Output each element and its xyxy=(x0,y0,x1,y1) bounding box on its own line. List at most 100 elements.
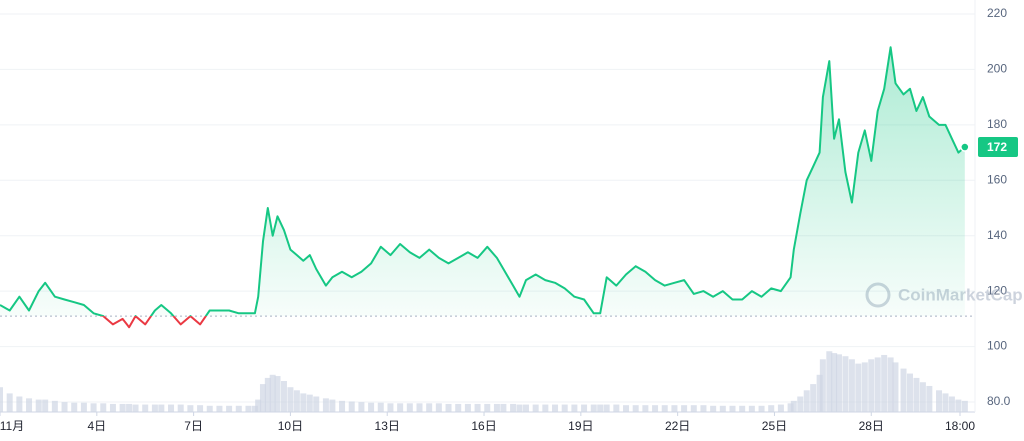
volume-bar xyxy=(826,351,833,412)
volume-bar xyxy=(206,405,213,412)
volume-bar xyxy=(613,404,620,412)
volume-bar xyxy=(0,387,3,412)
price-badge xyxy=(978,137,1018,158)
volume-bar xyxy=(590,404,597,412)
y-tick-label: 140 xyxy=(987,228,1007,242)
volume-bar xyxy=(6,393,13,412)
volume-bar xyxy=(259,384,266,412)
volume-bar xyxy=(661,405,668,412)
volume-bar xyxy=(216,405,223,412)
volume-bar xyxy=(842,356,849,412)
volume-bar xyxy=(861,362,868,412)
x-tick-label: 7日 xyxy=(184,419,203,433)
price-badge-label: 172 xyxy=(987,140,1007,154)
volume-bar xyxy=(368,402,375,412)
volume-bar xyxy=(739,405,746,412)
volume-bar xyxy=(787,403,794,412)
volume-bar xyxy=(377,402,384,412)
volume-bar xyxy=(197,405,204,412)
volume-bar xyxy=(187,405,194,412)
volume-bar xyxy=(936,390,943,412)
volume-bar xyxy=(819,359,826,412)
y-tick-label: 80.0 xyxy=(987,394,1011,408)
volume-bar xyxy=(132,404,139,412)
volume-bar xyxy=(874,357,881,412)
volume-bar xyxy=(255,399,262,412)
volume-bar xyxy=(719,405,726,412)
x-tick-label: 25日 xyxy=(762,419,787,433)
volume-bar xyxy=(510,403,517,412)
volume-bar xyxy=(80,402,87,412)
volume-bar xyxy=(26,398,33,412)
volume-bar xyxy=(522,404,529,412)
volume-bar xyxy=(300,393,307,412)
x-tick-label: 4日 xyxy=(87,419,106,433)
volume-bar xyxy=(42,399,49,412)
volume-bar xyxy=(748,405,755,412)
volume-bar xyxy=(552,404,559,412)
y-tick-label: 200 xyxy=(987,62,1007,76)
volume-bar xyxy=(493,403,500,412)
volume-bar xyxy=(671,405,678,412)
volume-bar xyxy=(777,404,784,412)
volume-bar xyxy=(597,404,604,412)
volume-bar xyxy=(445,403,452,412)
volume-bar xyxy=(313,396,320,412)
price-line xyxy=(0,46,966,317)
volume-bar xyxy=(51,400,58,412)
volume-bar xyxy=(790,400,797,412)
volume-bar xyxy=(632,405,639,412)
volume-bar xyxy=(287,387,294,412)
volume-bar xyxy=(810,384,817,412)
volume-bar xyxy=(571,404,578,412)
volume-bar xyxy=(681,405,688,412)
volume-bar xyxy=(235,405,242,412)
y-tick-label: 220 xyxy=(987,6,1007,20)
volume-bar xyxy=(961,400,968,412)
volume-bar xyxy=(919,382,926,412)
volume-bar xyxy=(926,385,933,412)
volume-bar xyxy=(397,403,404,412)
volume-bar xyxy=(848,359,855,412)
y-tick-label: 160 xyxy=(987,172,1007,186)
volume-bar xyxy=(700,405,707,412)
volume-bar xyxy=(280,381,287,412)
volume-bar xyxy=(906,373,913,412)
plot: 172 xyxy=(0,46,1018,329)
volume-bar xyxy=(245,405,252,412)
volume-bar xyxy=(835,354,842,412)
volume-bar xyxy=(942,393,949,412)
volume-bar xyxy=(16,396,23,412)
volume-bar xyxy=(542,404,549,412)
volume-bar xyxy=(426,403,433,412)
volume-bar xyxy=(900,368,907,412)
volume-bar xyxy=(151,404,158,412)
volume-bar xyxy=(293,390,300,412)
volume-bar xyxy=(892,362,899,412)
volume-bar xyxy=(119,403,126,412)
volume-bar xyxy=(339,400,346,412)
volume-bar xyxy=(797,396,804,412)
volume-bar xyxy=(581,404,588,412)
volume-bar xyxy=(126,403,133,412)
volume-bar xyxy=(484,403,491,412)
volume-bar xyxy=(464,403,471,412)
price-area xyxy=(0,47,965,317)
volume-bar xyxy=(435,403,442,412)
volume-bar xyxy=(603,404,610,412)
volume-bar xyxy=(306,394,313,412)
last-point xyxy=(960,142,970,152)
volume-bar xyxy=(177,404,184,412)
volume-bar xyxy=(35,399,42,412)
volume-bars xyxy=(0,351,968,412)
volume-bar xyxy=(387,403,394,412)
volume-bar xyxy=(348,401,355,412)
volume-bar xyxy=(358,402,365,412)
volume-bar xyxy=(561,404,568,412)
volume-bar xyxy=(274,376,281,412)
volume-bar xyxy=(887,357,894,412)
volume-bar xyxy=(474,403,481,412)
volume-bar xyxy=(416,403,423,412)
y-tick-label: 100 xyxy=(987,339,1007,353)
